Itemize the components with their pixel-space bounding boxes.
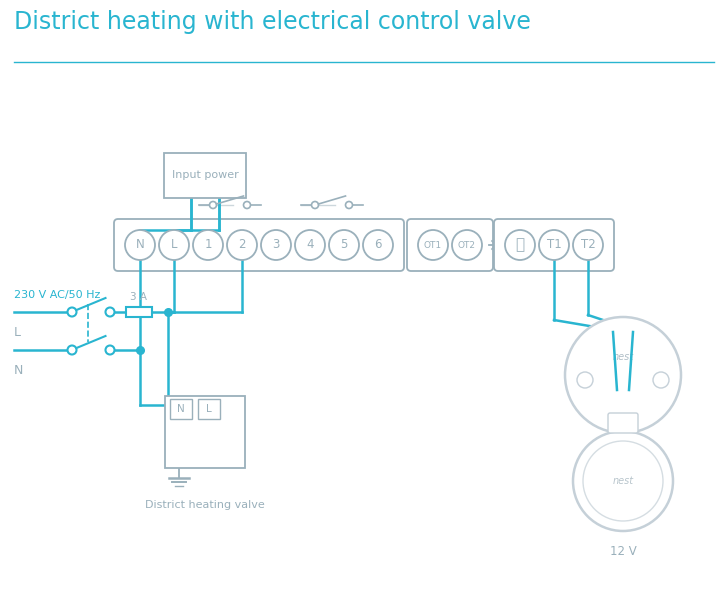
Circle shape	[363, 230, 393, 260]
Text: L: L	[14, 326, 21, 339]
Circle shape	[653, 372, 669, 388]
Text: 6: 6	[374, 239, 381, 251]
Circle shape	[565, 317, 681, 433]
Circle shape	[312, 201, 319, 208]
Text: T1: T1	[547, 239, 561, 251]
Circle shape	[583, 441, 663, 521]
FancyBboxPatch shape	[494, 219, 614, 271]
Circle shape	[159, 230, 189, 260]
Text: 12 V: 12 V	[609, 545, 636, 558]
Circle shape	[261, 230, 291, 260]
FancyBboxPatch shape	[407, 219, 493, 271]
Circle shape	[106, 308, 114, 317]
Text: T2: T2	[581, 239, 596, 251]
Text: 3: 3	[272, 239, 280, 251]
Circle shape	[418, 230, 448, 260]
Text: Input power: Input power	[172, 170, 238, 180]
Text: nest: nest	[612, 352, 633, 362]
FancyBboxPatch shape	[164, 153, 246, 197]
Text: District heating with electrical control valve: District heating with electrical control…	[14, 10, 531, 34]
FancyBboxPatch shape	[608, 413, 638, 433]
Text: 4: 4	[306, 239, 314, 251]
Circle shape	[106, 346, 114, 355]
Circle shape	[505, 230, 535, 260]
Text: 5: 5	[340, 239, 348, 251]
Circle shape	[539, 230, 569, 260]
Text: 1: 1	[205, 239, 212, 251]
FancyBboxPatch shape	[170, 399, 192, 419]
Circle shape	[346, 201, 352, 208]
Circle shape	[68, 346, 76, 355]
Circle shape	[125, 230, 155, 260]
Text: OT2: OT2	[458, 241, 476, 249]
Text: L: L	[171, 239, 177, 251]
Text: District heating valve: District heating valve	[145, 500, 265, 510]
Text: N: N	[135, 239, 144, 251]
Text: nest: nest	[612, 476, 633, 486]
Circle shape	[577, 372, 593, 388]
Circle shape	[227, 230, 257, 260]
Text: ⏚: ⏚	[515, 238, 525, 252]
Text: OT1: OT1	[424, 241, 442, 249]
Circle shape	[295, 230, 325, 260]
FancyBboxPatch shape	[165, 396, 245, 468]
Circle shape	[210, 201, 216, 208]
Text: 3 A: 3 A	[130, 292, 148, 302]
FancyBboxPatch shape	[114, 219, 404, 271]
Circle shape	[243, 201, 250, 208]
Text: 230 V AC/50 Hz: 230 V AC/50 Hz	[14, 290, 100, 300]
Text: N: N	[177, 404, 185, 414]
Text: N: N	[14, 364, 23, 377]
Text: 2: 2	[238, 239, 246, 251]
Circle shape	[329, 230, 359, 260]
FancyBboxPatch shape	[198, 399, 220, 419]
Circle shape	[452, 230, 482, 260]
Circle shape	[573, 431, 673, 531]
Circle shape	[193, 230, 223, 260]
Circle shape	[573, 230, 603, 260]
Circle shape	[68, 308, 76, 317]
Text: L: L	[206, 404, 212, 414]
FancyBboxPatch shape	[126, 307, 152, 317]
